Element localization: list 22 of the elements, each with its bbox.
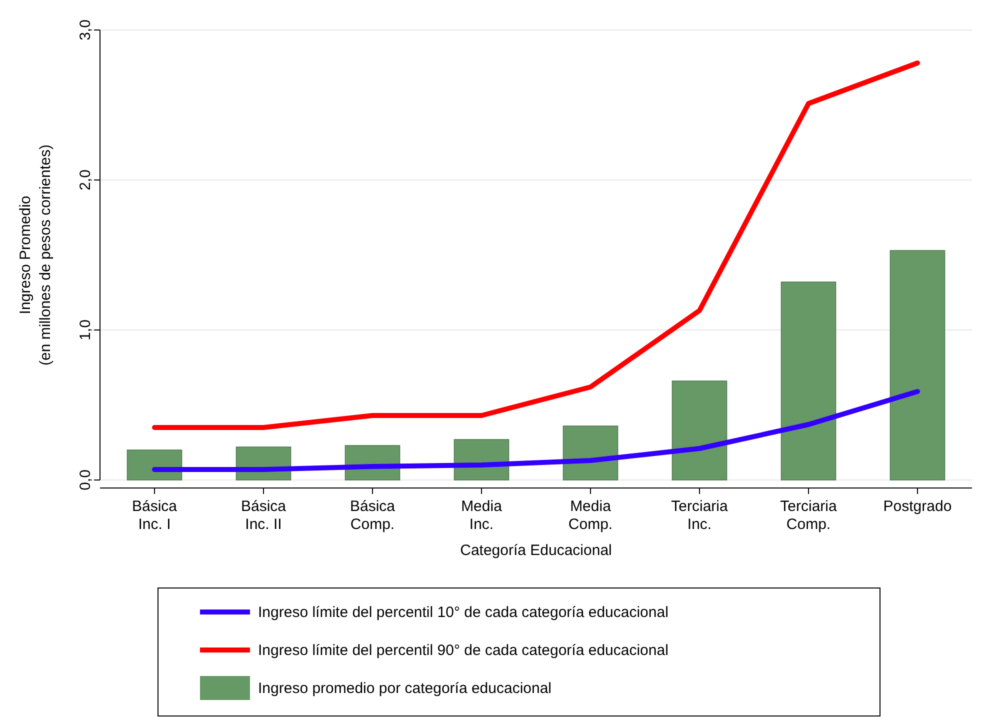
legend-label: Ingreso promedio por categoría educacional	[258, 680, 552, 697]
y-tick-label: 0,0	[77, 470, 94, 490]
x-tick-label: Media Comp.	[568, 498, 613, 533]
bar	[780, 282, 836, 480]
x-tick-label: Básica Inc. I	[132, 498, 178, 533]
x-axis-title: Categoría Educacional	[460, 542, 612, 559]
bar	[672, 380, 728, 480]
y-tick-label: 3,0	[77, 20, 94, 40]
x-tick-label: Terciaria Comp.	[780, 498, 838, 533]
bar	[890, 250, 946, 480]
legend-label: Ingreso límite del percentil 10° de cada categoría educacional	[258, 604, 668, 621]
y-axis-title: Ingreso Promedio (en millones de pesos corrientes)	[17, 144, 54, 366]
bar	[562, 426, 618, 480]
y-tick-label: 1,0	[77, 320, 94, 340]
x-tick-label: Básica Inc. II	[240, 498, 287, 533]
x-tick-label: Terciaria Inc.	[671, 498, 728, 533]
bar	[126, 450, 182, 480]
y-tick-label: 2,0	[77, 170, 94, 190]
x-tick-label: Media Inc.	[461, 498, 503, 533]
x-tick-label: Postgrado	[883, 498, 952, 515]
legend-label: Ingreso límite del percentil 90° de cada categoría educacional	[258, 642, 668, 659]
x-tick-label: Básica Comp.	[350, 498, 396, 533]
